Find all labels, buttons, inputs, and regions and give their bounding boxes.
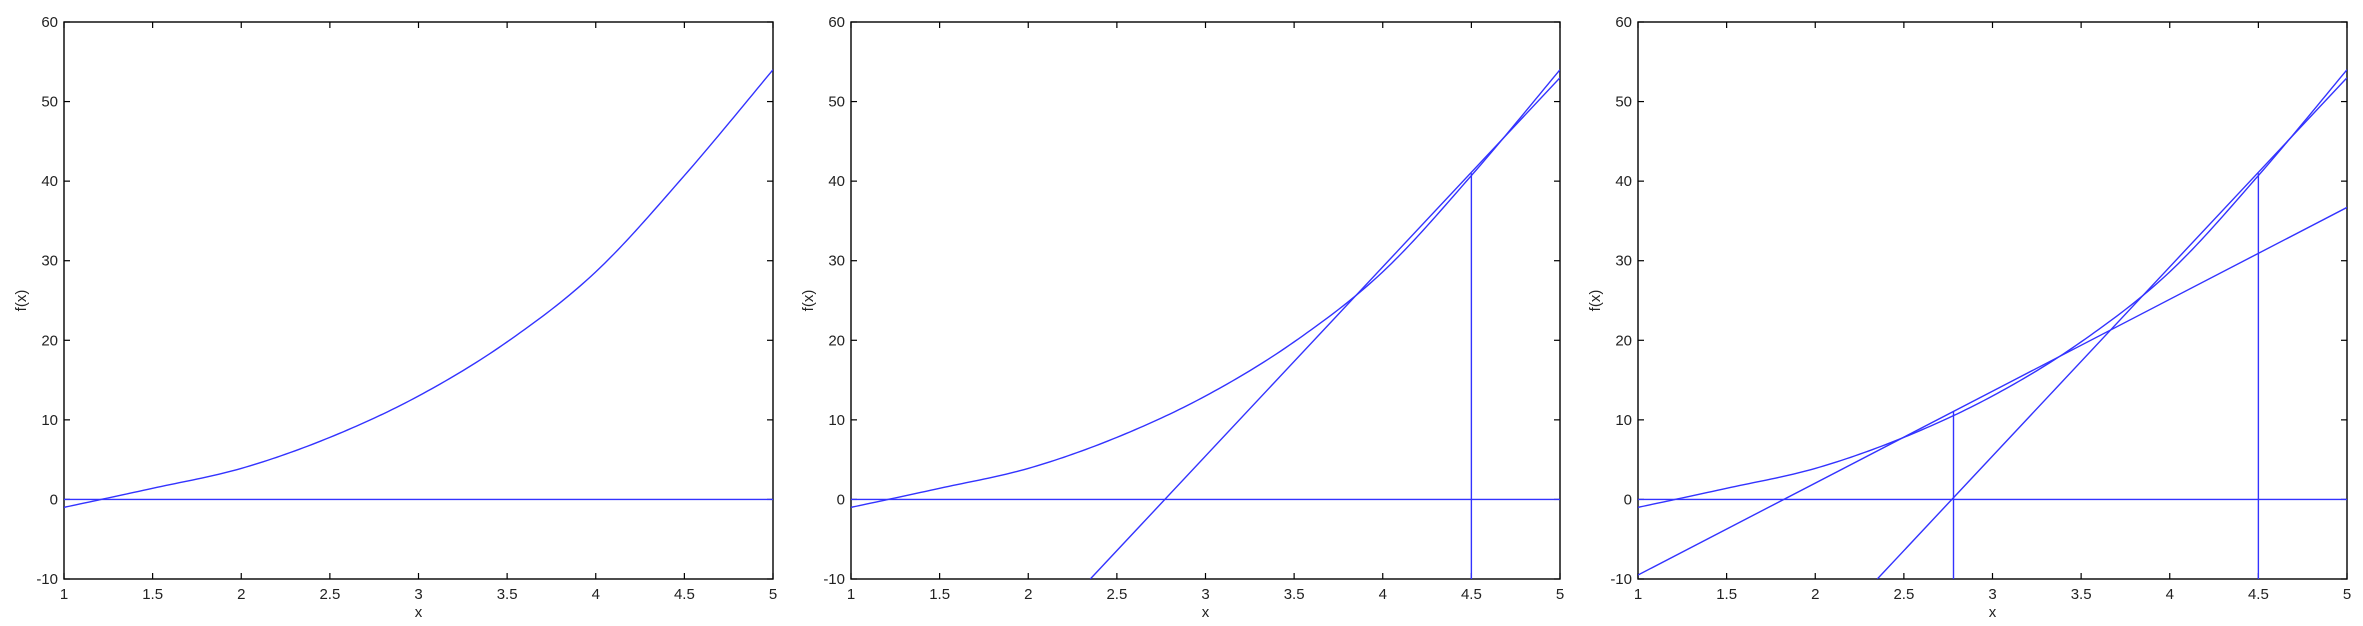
x-tick-label: 5 [769, 586, 777, 603]
plot-area [1638, 69, 2347, 579]
chart-panel-2: 1 1.5 2 2.5 3 3.5 4 4.5 5 -10 0 10 20 30 40 50 60 x f(x) [800, 14, 1564, 621]
y-tick-label: 50 [41, 94, 58, 111]
function-curve [851, 69, 1560, 509]
y-axis-label: f(x) [13, 290, 30, 312]
x-tick-label: 4.5 [2248, 586, 2269, 603]
line-segment-5 [1638, 206, 2347, 576]
plot-area [64, 69, 773, 509]
y-tick-label: -10 [823, 571, 845, 588]
x-tick-label: 2 [1811, 586, 1819, 603]
x-tick-label: 1.5 [1716, 586, 1737, 603]
x-tick-label: 4.5 [1461, 586, 1482, 603]
plot-frame [850, 21, 1561, 580]
x-axis-label: x [1989, 604, 1997, 621]
y-tick-label: 20 [1615, 332, 1632, 349]
x-tick-label: 2.5 [1893, 586, 1914, 603]
x-tick-label: 5 [1556, 586, 1564, 603]
x-tick-label: 2.5 [1106, 586, 1127, 603]
x-tick-label: 1 [847, 586, 855, 603]
y-tick-label: 50 [1615, 94, 1632, 111]
y-tick-label: 30 [828, 253, 845, 270]
function-curve [64, 69, 773, 509]
function-curve [1638, 69, 2347, 509]
y-tick-label: -10 [1610, 571, 1632, 588]
y-tick-label: 0 [1624, 491, 1632, 508]
x-tick-label: 2 [237, 586, 245, 603]
y-tick-label: 20 [828, 332, 845, 349]
y-axis-label: f(x) [1587, 290, 1604, 312]
x-tick-label: 3.5 [1284, 586, 1305, 603]
y-tick-label: 10 [828, 412, 845, 429]
plot-area [851, 69, 1560, 579]
x-tick-label: 3 [1988, 586, 1996, 603]
y-axis-label: f(x) [800, 290, 817, 312]
plot-frame [1637, 21, 2348, 580]
y-tick-label: 60 [828, 14, 845, 31]
line-segment-3 [1089, 77, 1560, 579]
y-tick-label: 40 [41, 173, 58, 190]
y-tick-label: 0 [50, 491, 58, 508]
x-axis-label: x [1202, 604, 1210, 621]
x-axis-label: x [415, 604, 423, 621]
plot-frame [63, 21, 774, 580]
x-tick-label: 3 [414, 586, 422, 603]
y-tick-label: 30 [1615, 253, 1632, 270]
x-tick-label: 4 [1379, 586, 1387, 603]
chart-panel-1: 1 1.5 2 2.5 3 3.5 4 4.5 5 -10 0 10 20 30 40 50 60 x f(x) [13, 14, 777, 621]
y-tick-label: 60 [41, 14, 58, 31]
line-segment-3 [1876, 77, 2347, 579]
y-tick-label: 0 [837, 491, 845, 508]
x-tick-label: 1.5 [142, 586, 163, 603]
y-tick-label: 40 [828, 173, 845, 190]
x-tick-label: 1.5 [929, 586, 950, 603]
x-tick-label: 5 [2343, 586, 2351, 603]
y-tick-label: 30 [41, 253, 58, 270]
y-tick-label: 10 [41, 412, 58, 429]
chart-panel-3: 1 1.5 2 2.5 3 3.5 4 4.5 5 -10 0 10 20 30 40 50 60 x f(x) [1587, 14, 2351, 621]
y-tick-label: 60 [1615, 14, 1632, 31]
x-tick-label: 3.5 [497, 586, 518, 603]
x-tick-label: 2.5 [319, 586, 340, 603]
y-tick-label: -10 [36, 571, 58, 588]
y-tick-label: 10 [1615, 412, 1632, 429]
x-tick-label: 1 [60, 586, 68, 603]
y-tick-label: 40 [1615, 173, 1632, 190]
x-tick-label: 1 [1634, 586, 1642, 603]
y-tick-label: 20 [41, 332, 58, 349]
x-tick-label: 4 [2166, 586, 2174, 603]
x-tick-label: 4.5 [674, 586, 695, 603]
x-tick-label: 2 [1024, 586, 1032, 603]
x-tick-label: 3 [1201, 586, 1209, 603]
x-tick-label: 3.5 [2071, 586, 2092, 603]
y-tick-label: 50 [828, 94, 845, 111]
x-tick-label: 4 [592, 586, 600, 603]
